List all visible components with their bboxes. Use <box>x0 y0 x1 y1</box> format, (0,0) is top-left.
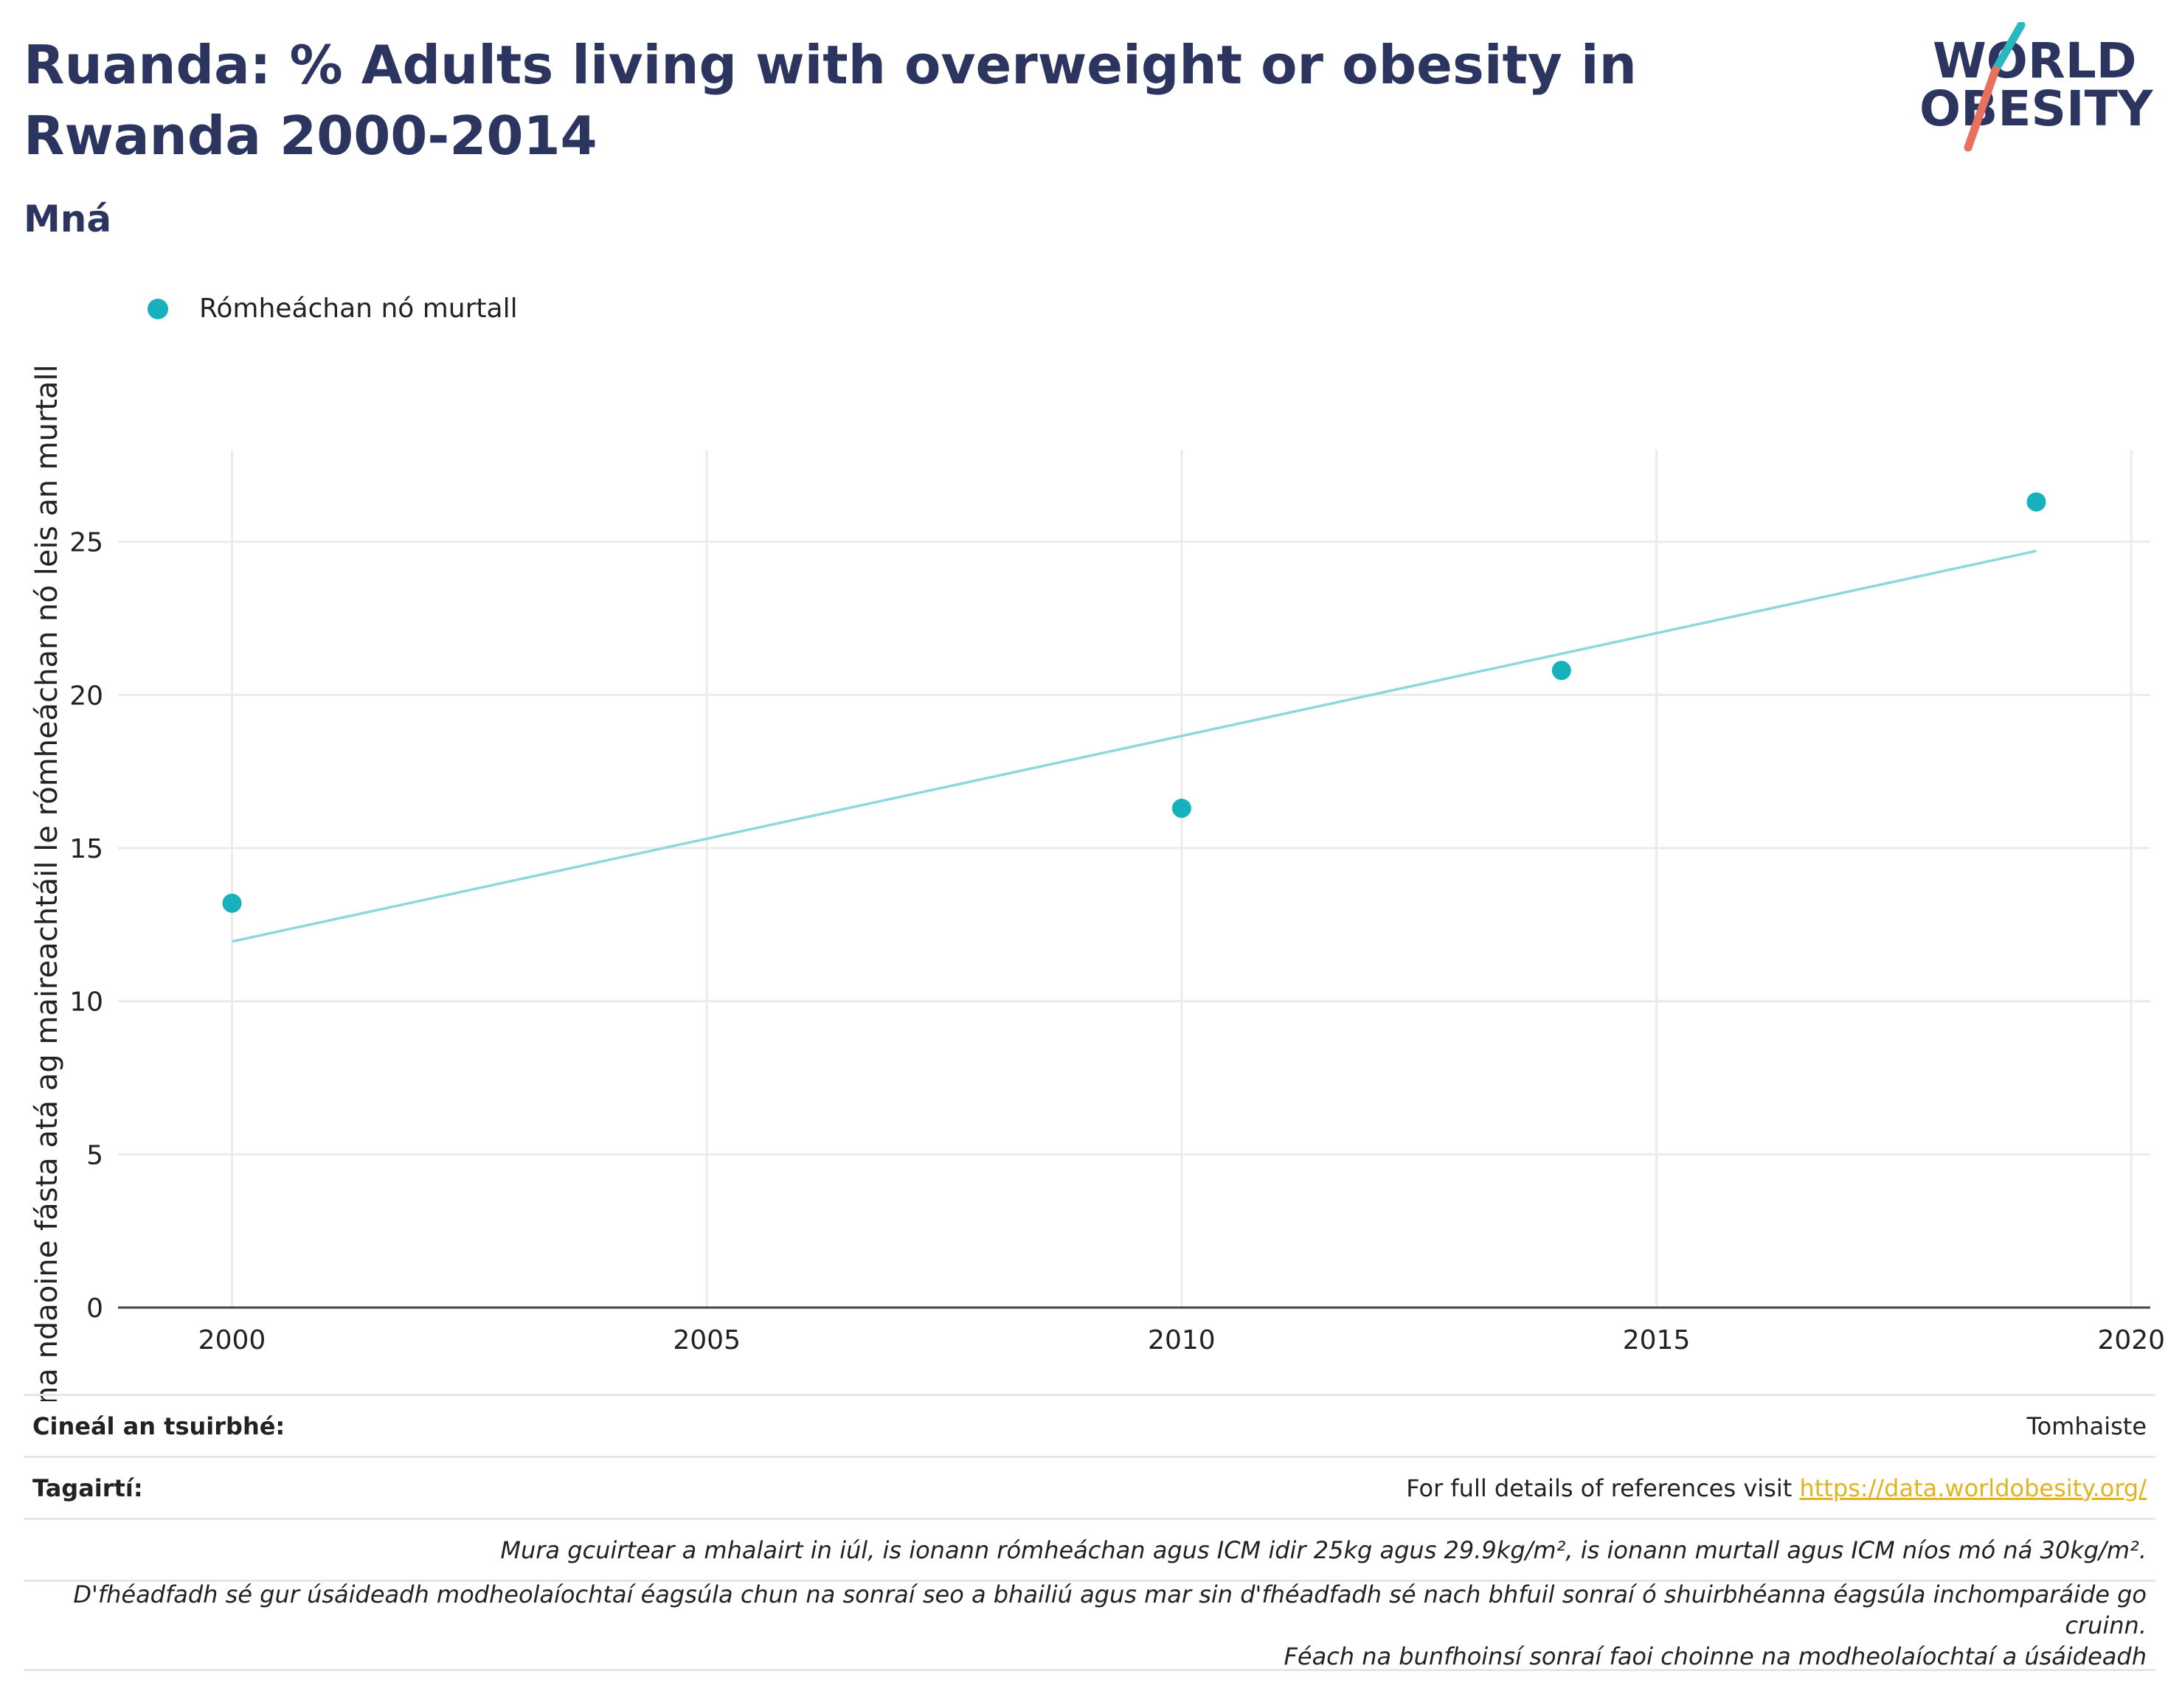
references-prefix: For full details of references visit <box>1406 1473 1800 1502</box>
data-points <box>222 492 2046 913</box>
tick-labels: 0 5 10 15 20 25 2000 2005 2010 2015 2020 <box>69 528 2165 1355</box>
legend[interactable]: Rómheáchan nó murtall <box>148 294 518 324</box>
x-tick-label: 2015 <box>1623 1325 1691 1355</box>
data-point <box>1551 661 1571 681</box>
definition-note: Mura gcuirtear a mhalairt in iúl, is ion… <box>500 1535 2147 1564</box>
survey-label: Cineál an tsuirbhé: <box>32 1412 285 1440</box>
legend-marker <box>148 298 168 319</box>
y-tick-label: 15 <box>69 834 103 864</box>
trend-line <box>232 549 2037 943</box>
footer: Cineál an tsuirbhé: Tomhaiste Tagairtí: … <box>24 1394 2155 1671</box>
y-tick-label: 25 <box>69 528 103 558</box>
x-tick-label: 2010 <box>1148 1325 1216 1355</box>
y-axis-label: % na ndaoine fásta atá ag maireachtáil l… <box>30 364 64 1401</box>
footer-row-methodology: D'fhéadfadh sé gur úsáideadh modheolaíoc… <box>24 1580 2155 1671</box>
logo-line2: OBESITY <box>1919 80 2154 137</box>
chart-subtitle: Mná <box>24 198 112 240</box>
y-tick-label: 20 <box>69 681 103 711</box>
references-label: Tagairtí: <box>32 1473 143 1502</box>
y-tick-label: 0 <box>86 1294 103 1324</box>
methodology-note: D'fhéadfadh sé gur úsáideadh modheolaíoc… <box>32 1579 2147 1672</box>
data-point <box>1171 798 1191 818</box>
methodology-note-line2: Féach na bunfhoinsí sonraí faoi choinne … <box>1284 1642 2147 1670</box>
y-tick-label: 10 <box>69 987 103 1018</box>
scatter-chart: 0 5 10 15 20 25 2000 2005 2010 2015 2020 % na ndao… <box>30 364 2165 1401</box>
logo-line1: WORLD <box>1933 32 2137 89</box>
references-text: For full details of references visit htt… <box>1406 1474 2147 1502</box>
trend-line-group <box>232 549 2037 943</box>
footer-row-references: Tagairtí: For full details of references… <box>24 1456 2155 1518</box>
y-tick-label: 5 <box>86 1140 103 1170</box>
world-obesity-logo: WORLD OBESITY <box>1919 22 2154 152</box>
logo-slash-teal <box>1991 22 2026 74</box>
references-link[interactable]: https://data.worldobesity.org/ <box>1799 1473 2147 1502</box>
data-point <box>2026 492 2046 512</box>
footer-row-definition: Mura gcuirtear a mhalairt in iúl, is ion… <box>24 1518 2155 1580</box>
grid-lines <box>118 450 2150 1308</box>
x-tick-label: 2000 <box>198 1325 266 1355</box>
methodology-note-line1: D'fhéadfadh sé gur úsáideadh modheolaíoc… <box>73 1580 2147 1639</box>
survey-value: Tomhaiste <box>2026 1412 2147 1440</box>
data-point <box>222 893 242 913</box>
x-tick-label: 2020 <box>2097 1325 2165 1355</box>
legend-label: Rómheáchan nó murtall <box>199 294 518 324</box>
footer-row-survey: Cineál an tsuirbhé: Tomhaiste <box>24 1394 2155 1456</box>
chart-title: Ruanda: % Adults living with overweight … <box>24 34 1637 167</box>
logo-slash-coral <box>1964 66 2000 152</box>
x-tick-label: 2005 <box>673 1325 741 1355</box>
